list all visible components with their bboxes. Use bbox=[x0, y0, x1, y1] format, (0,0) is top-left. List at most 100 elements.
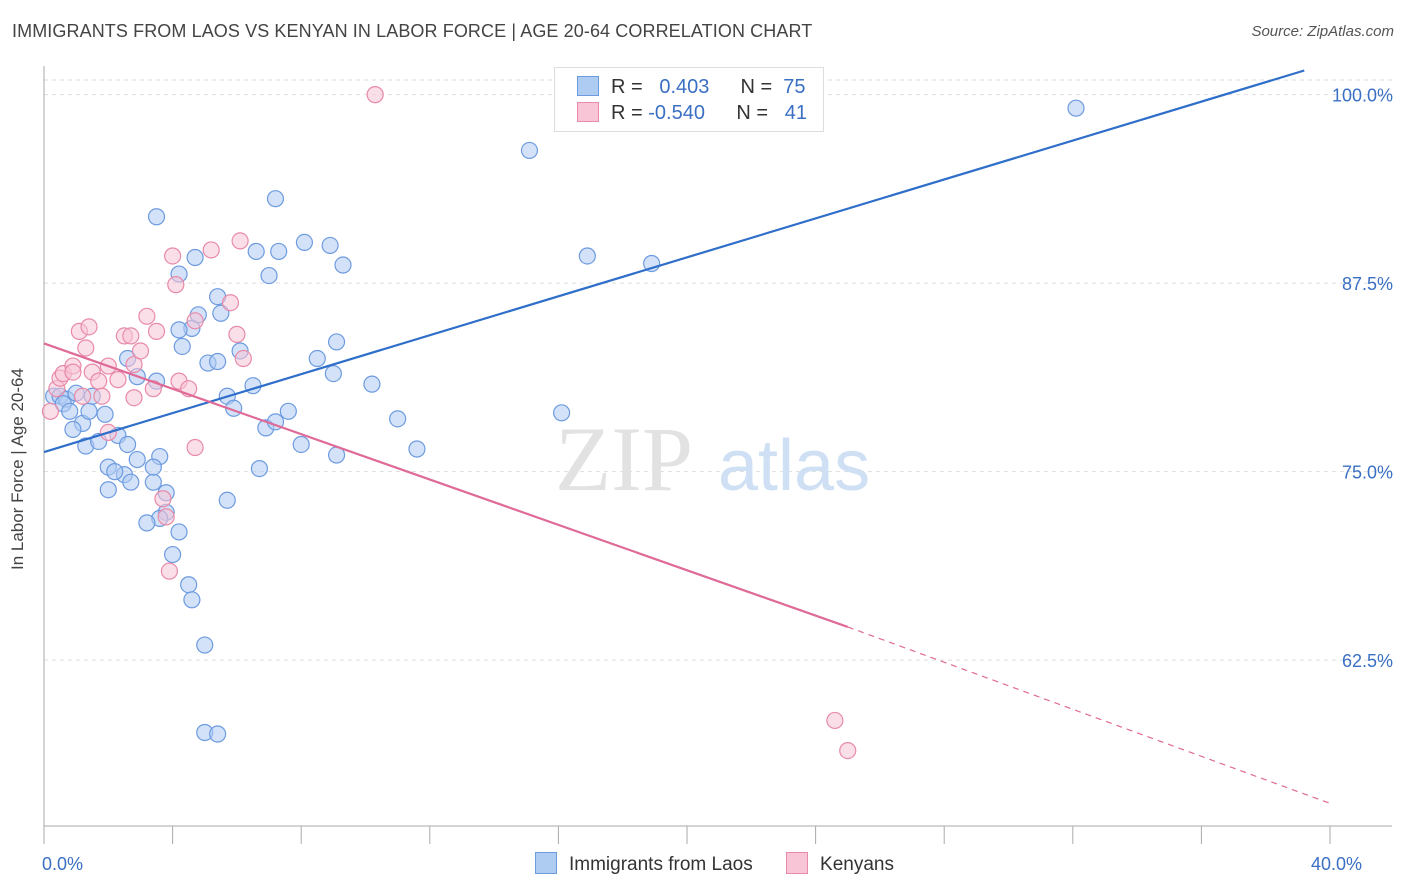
point-laos bbox=[212, 304, 230, 322]
point-kenya bbox=[73, 387, 92, 405]
legend-r-label: R = bbox=[611, 76, 643, 98]
point-laos bbox=[64, 420, 82, 438]
legend-row-laos: R = 0.403 N = 75 bbox=[577, 76, 806, 100]
point-kenya bbox=[826, 711, 844, 730]
point-laos bbox=[250, 460, 269, 478]
series-label-laos: Immigrants from Laos bbox=[569, 854, 753, 875]
y-tick-label: 62.5% bbox=[1342, 651, 1393, 671]
legend-n-value-kenya: 41 bbox=[784, 102, 807, 124]
point-kenya bbox=[228, 325, 246, 343]
legend-r-label: R = bbox=[611, 102, 643, 124]
series-swatch-laos bbox=[535, 852, 557, 874]
y-tick-label: 75.0% bbox=[1342, 463, 1393, 483]
trend-lines bbox=[43, 69, 1331, 804]
point-laos bbox=[209, 352, 227, 371]
point-laos bbox=[1067, 99, 1085, 117]
watermark: ZIP atlas bbox=[555, 408, 870, 510]
point-laos bbox=[270, 242, 288, 261]
y-tick-label: 87.5% bbox=[1342, 274, 1393, 294]
legend-n-label: N = bbox=[740, 76, 773, 98]
point-laos bbox=[122, 473, 140, 491]
point-laos bbox=[144, 473, 162, 491]
point-laos bbox=[209, 725, 227, 743]
point-kenya bbox=[122, 327, 140, 345]
point-kenya bbox=[144, 380, 162, 398]
point-kenya bbox=[93, 387, 111, 405]
series-legend-kenya: Kenyans bbox=[786, 852, 894, 876]
series-kenya-points bbox=[41, 86, 857, 760]
series-legend: Immigrants from Laos Kenyans bbox=[535, 852, 922, 876]
point-laos bbox=[260, 266, 278, 285]
watermark-zip: ZIP bbox=[555, 408, 693, 510]
legend-r-value-kenya: -0.540 bbox=[648, 102, 705, 124]
point-kenya bbox=[41, 402, 60, 420]
series-swatch-kenya bbox=[786, 852, 809, 874]
point-laos bbox=[80, 402, 98, 420]
point-laos bbox=[308, 349, 326, 368]
point-laos bbox=[196, 636, 214, 654]
y-tick-label: 100.0% bbox=[1332, 86, 1393, 106]
trend-line-kenya-extension bbox=[847, 626, 1331, 804]
point-kenya bbox=[80, 318, 98, 336]
point-laos bbox=[186, 248, 204, 267]
point-laos bbox=[553, 404, 571, 422]
point-kenya bbox=[138, 307, 156, 325]
point-laos bbox=[408, 440, 426, 458]
point-laos bbox=[292, 435, 310, 454]
point-kenya bbox=[90, 372, 108, 390]
y-axis-label: In Labor Force | Age 20-64 bbox=[8, 368, 27, 570]
point-kenya bbox=[125, 389, 143, 407]
point-kenya bbox=[221, 294, 240, 312]
point-kenya bbox=[64, 363, 82, 381]
legend-n-value-laos: 75 bbox=[783, 76, 806, 98]
point-kenya bbox=[131, 342, 150, 360]
chart-source: Source: ZipAtlas.com bbox=[1251, 23, 1394, 40]
chart-title: IMMIGRANTS FROM LAOS VS KENYAN IN LABOR … bbox=[12, 21, 813, 41]
tick-labels: 100.0% 87.5% 75.0% 62.5% 0.0% 40.0% bbox=[42, 86, 1393, 874]
point-kenya bbox=[202, 241, 220, 259]
point-laos bbox=[106, 463, 124, 481]
point-laos bbox=[266, 190, 285, 208]
point-laos bbox=[247, 242, 265, 261]
legend-r-value-laos: 0.403 bbox=[659, 76, 710, 98]
point-laos bbox=[327, 333, 346, 351]
point-laos bbox=[389, 410, 407, 428]
point-laos bbox=[147, 208, 166, 226]
point-laos bbox=[170, 523, 188, 541]
series-legend-laos: Immigrants from Laos bbox=[535, 852, 753, 876]
point-kenya bbox=[77, 339, 95, 357]
point-laos bbox=[334, 256, 352, 274]
point-kenya bbox=[231, 232, 249, 250]
point-laos bbox=[520, 141, 539, 160]
x-tick-label: 40.0% bbox=[1311, 854, 1362, 874]
point-laos bbox=[218, 491, 236, 509]
point-laos bbox=[96, 405, 114, 423]
point-kenya bbox=[186, 312, 204, 330]
point-laos bbox=[164, 545, 182, 564]
point-kenya bbox=[157, 508, 175, 526]
legend-swatch-kenya bbox=[577, 102, 599, 122]
point-laos bbox=[170, 321, 188, 339]
point-kenya bbox=[186, 438, 204, 457]
axes bbox=[43, 66, 1392, 844]
grid-lines bbox=[44, 79, 1392, 661]
point-kenya bbox=[160, 562, 178, 580]
point-laos bbox=[363, 375, 381, 393]
point-laos bbox=[118, 435, 137, 454]
point-kenya bbox=[167, 276, 185, 294]
point-laos bbox=[173, 337, 191, 356]
point-laos bbox=[578, 247, 596, 265]
point-laos bbox=[295, 233, 314, 252]
point-laos bbox=[138, 514, 156, 532]
legend-n-label: N = bbox=[736, 102, 769, 124]
watermark-atlas: atlas bbox=[718, 426, 870, 506]
point-laos bbox=[324, 365, 342, 383]
x-tick-label: 0.0% bbox=[42, 854, 83, 874]
point-kenya bbox=[839, 741, 857, 760]
point-laos bbox=[279, 402, 297, 420]
point-laos bbox=[144, 458, 162, 476]
trend-line-laos bbox=[43, 69, 1305, 454]
point-laos bbox=[61, 402, 79, 420]
point-kenya bbox=[234, 349, 252, 368]
point-kenya bbox=[147, 322, 166, 340]
